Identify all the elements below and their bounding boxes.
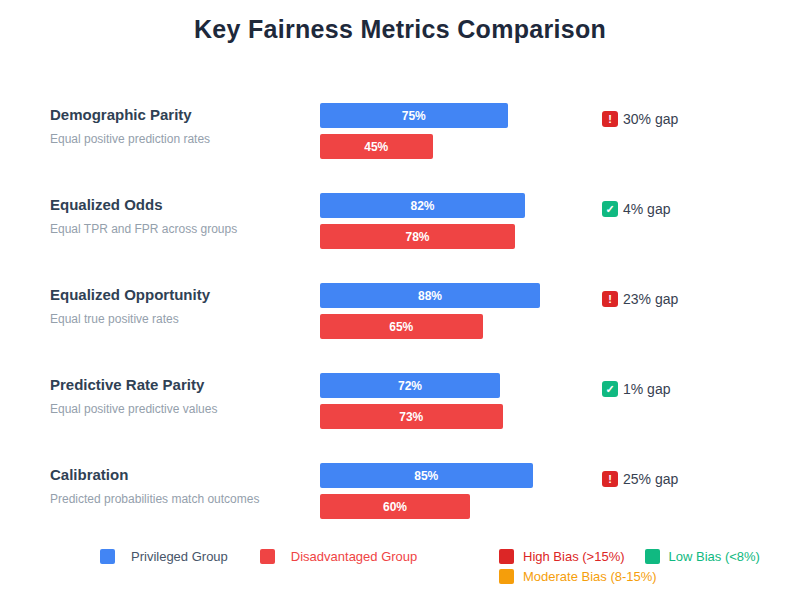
metric-name: Demographic Parity xyxy=(50,106,312,123)
gap-label: 1% gap xyxy=(623,381,670,397)
metric-name: Predictive Rate Parity xyxy=(50,376,312,393)
disadvantaged-bar-value-label: 45% xyxy=(364,140,388,154)
privileged-bar-value-label: 88% xyxy=(418,289,442,303)
gap-indicator: ! 23% gap xyxy=(602,291,678,307)
gap-indicator: ! 25% gap xyxy=(602,471,678,487)
legend-bias-thresholds: High Bias (>15%) Low Bias (<8%) Moderate… xyxy=(499,549,789,584)
legend-swatch xyxy=(499,569,514,584)
legend-label: High Bias (>15%) xyxy=(523,549,625,564)
legend-item: Low Bias (<8%) xyxy=(645,549,760,564)
legend-swatch xyxy=(100,549,115,564)
gap-indicator: ✓ 1% gap xyxy=(602,381,670,397)
metric-description: Equal true positive rates xyxy=(50,312,312,326)
legend-label: Disadvantaged Group xyxy=(291,549,417,564)
disadvantaged-group-bar: 78% xyxy=(320,224,515,249)
legend-swatch xyxy=(645,549,660,564)
metric-info: Calibration Predicted probabilities matc… xyxy=(50,466,312,506)
legend-label: Moderate Bias (8-15%) xyxy=(523,569,657,584)
legend-swatch xyxy=(260,549,275,564)
privileged-bar-value-label: 72% xyxy=(398,379,422,393)
legend-swatch xyxy=(499,549,514,564)
metric-bars: 75% 45% xyxy=(320,103,570,159)
metric-row: Calibration Predicted probabilities matc… xyxy=(0,460,800,550)
metric-bars: 72% 73% xyxy=(320,373,570,429)
disadvantaged-group-bar: 73% xyxy=(320,404,503,429)
metric-description: Equal TPR and FPR across groups xyxy=(50,222,312,236)
legend-groups: Privileged Group Disadvantaged Group xyxy=(100,549,417,564)
gap-label: 25% gap xyxy=(623,471,678,487)
privileged-group-bar: 88% xyxy=(320,283,540,308)
check-icon: ✓ xyxy=(602,201,618,217)
metric-name: Equalized Odds xyxy=(50,196,312,213)
privileged-group-bar: 82% xyxy=(320,193,525,218)
disadvantaged-group-bar: 65% xyxy=(320,314,483,339)
metric-info: Predictive Rate Parity Equal positive pr… xyxy=(50,376,312,416)
metric-bars: 88% 65% xyxy=(320,283,570,339)
warning-icon: ! xyxy=(602,471,618,487)
gap-label: 23% gap xyxy=(623,291,678,307)
metric-description: Equal positive predictive values xyxy=(50,402,312,416)
metric-row: Equalized Opportunity Equal true positiv… xyxy=(0,280,800,370)
metric-bars: 85% 60% xyxy=(320,463,570,519)
metric-info: Equalized Odds Equal TPR and FPR across … xyxy=(50,196,312,236)
warning-icon: ! xyxy=(602,111,618,127)
privileged-group-bar: 75% xyxy=(320,103,508,128)
metric-name: Calibration xyxy=(50,466,312,483)
metric-name: Equalized Opportunity xyxy=(50,286,312,303)
metric-description: Predicted probabilities match outcomes xyxy=(50,492,312,506)
privileged-bar-value-label: 82% xyxy=(410,199,434,213)
legend-label: Low Bias (<8%) xyxy=(669,549,760,564)
disadvantaged-bar-value-label: 65% xyxy=(389,320,413,334)
privileged-bar-value-label: 75% xyxy=(402,109,426,123)
legend-item: High Bias (>15%) xyxy=(499,549,625,564)
gap-indicator: ✓ 4% gap xyxy=(602,201,670,217)
legend-item: Disadvantaged Group xyxy=(260,549,417,564)
legend-item: Moderate Bias (8-15%) xyxy=(499,569,657,584)
privileged-group-bar: 72% xyxy=(320,373,500,398)
gap-indicator: ! 30% gap xyxy=(602,111,678,127)
metric-row: Predictive Rate Parity Equal positive pr… xyxy=(0,370,800,460)
metric-bars: 82% 78% xyxy=(320,193,570,249)
fairness-metrics-chart: Key Fairness Metrics Comparison Demograp… xyxy=(0,0,800,600)
disadvantaged-bar-value-label: 73% xyxy=(399,410,423,424)
check-icon: ✓ xyxy=(602,381,618,397)
metric-info: Equalized Opportunity Equal true positiv… xyxy=(50,286,312,326)
disadvantaged-bar-value-label: 78% xyxy=(405,230,429,244)
metric-row: Equalized Odds Equal TPR and FPR across … xyxy=(0,190,800,280)
disadvantaged-group-bar: 60% xyxy=(320,494,470,519)
privileged-bar-value-label: 85% xyxy=(414,469,438,483)
gap-label: 30% gap xyxy=(623,111,678,127)
page-title: Key Fairness Metrics Comparison xyxy=(0,15,800,44)
metric-info: Demographic Parity Equal positive predic… xyxy=(50,106,312,146)
warning-icon: ! xyxy=(602,291,618,307)
gap-label: 4% gap xyxy=(623,201,670,217)
metric-description: Equal positive prediction rates xyxy=(50,132,312,146)
disadvantaged-bar-value-label: 60% xyxy=(383,500,407,514)
disadvantaged-group-bar: 45% xyxy=(320,134,433,159)
legend-item: Privileged Group xyxy=(100,549,228,564)
privileged-group-bar: 85% xyxy=(320,463,533,488)
legend-label: Privileged Group xyxy=(131,549,228,564)
metric-row: Demographic Parity Equal positive predic… xyxy=(0,100,800,190)
